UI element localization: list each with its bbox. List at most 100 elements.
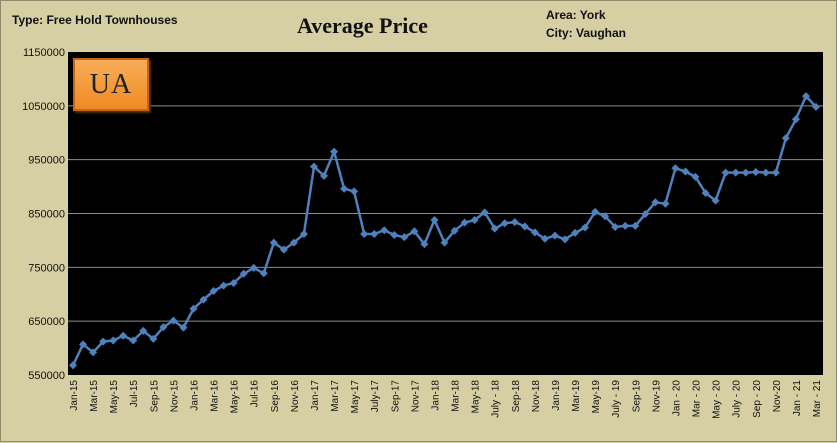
x-tick-label: Nov-20 [772,380,783,413]
y-tick-label: 950000 [28,155,65,167]
x-tick-label: Mar-17 [330,380,341,412]
data-point-marker [540,234,549,243]
x-tick-label: July - 18 [491,380,502,418]
x-tick-label: May-19 [591,380,602,414]
data-point-marker [791,115,800,124]
data-point-marker [129,336,138,345]
data-point-marker [761,168,770,177]
data-point-marker [380,226,389,235]
x-tick-label: May-16 [230,380,241,414]
chart-title: Average Price [297,13,428,38]
data-point-marker [781,134,790,143]
data-point-marker [430,215,439,224]
data-point-marker [109,336,118,345]
x-tick-label: May-18 [471,380,482,414]
x-tick-label: July-17 [370,380,381,413]
data-point-marker [510,218,519,227]
data-point-marker [751,168,760,177]
x-tick-label: Nov-17 [410,380,421,413]
x-tick-label: Mar - 20 [692,380,703,418]
data-point-marker [611,222,620,231]
y-tick-label: 1050000 [22,101,65,113]
data-point-marker [279,245,288,254]
data-point-marker [289,238,298,247]
x-tick-label: Mar - 21 [812,380,823,418]
data-point-marker [661,199,670,208]
x-tick-label: July - 19 [611,380,622,418]
data-point-marker [370,229,379,238]
data-point-marker [239,269,248,278]
data-point-marker [219,281,228,290]
data-point-marker [530,228,539,237]
x-tick-label: Mar-15 [89,380,100,412]
data-point-marker [490,224,499,233]
x-tick-label: Mar-18 [451,380,462,412]
data-point-marker [500,219,509,228]
x-tick-label: Sep-15 [149,380,160,413]
data-point-marker [139,326,148,335]
data-point-marker [621,221,630,230]
data-point-marker [440,238,449,247]
data-point-marker [89,348,98,357]
data-point-marker [189,304,198,313]
data-point-marker [410,227,419,236]
x-tick-label: Mar-16 [210,380,221,412]
data-point-marker [149,334,158,343]
y-tick-label: 1150000 [23,47,65,59]
x-tick-label: Sep-18 [511,380,522,413]
data-point-marker [159,323,168,332]
data-point-marker [450,226,459,235]
data-point-marker [651,198,660,207]
x-tick-label: Sep-19 [631,380,642,413]
data-point-marker [259,269,268,278]
data-point-marker [360,229,369,238]
data-point-marker [249,263,258,272]
x-tick-label: Sep-16 [270,380,281,413]
data-point-marker [581,223,590,232]
data-point-marker [390,231,399,240]
x-tick-label: May - 20 [712,380,723,419]
x-tick-label: Jul-16 [250,380,261,408]
data-point-marker [591,207,600,216]
x-tick-label: Jan-17 [310,380,321,411]
data-point-marker [69,361,77,370]
data-point-marker [550,231,559,240]
data-point-marker [520,222,529,231]
ua-logo: UA [73,58,149,111]
x-tick-label: Sep-17 [390,380,401,413]
data-point-marker [209,287,218,296]
y-tick-label: 750000 [28,262,65,274]
x-tick-label: Nov-15 [169,380,180,413]
data-point-marker [99,337,108,346]
data-point-marker [340,184,349,193]
x-tick-label: July - 20 [732,380,743,418]
data-point-marker [631,221,640,230]
data-point-marker [169,316,178,325]
x-tick-label: Nov-19 [651,380,662,413]
data-point-marker [571,228,580,237]
x-tick-label: Jul-15 [129,380,140,408]
y-tick-label: 550000 [28,370,65,382]
data-point-marker [460,218,469,227]
data-point-marker [601,212,610,221]
data-point-marker [309,162,318,171]
y-tick-label: 850000 [28,209,65,221]
x-tick-label: Mar-19 [571,380,582,412]
data-point-marker [801,92,810,101]
x-tick-label: Jan-18 [430,380,441,411]
data-point-marker [701,189,710,198]
data-point-marker [420,240,429,249]
data-point-marker [299,229,308,238]
x-tick-label: Jan-16 [189,380,200,411]
data-point-marker [79,340,88,349]
data-point-marker [229,278,238,287]
data-point-marker [400,233,409,242]
x-tick-label: May-15 [109,380,120,414]
data-point-marker [320,171,329,180]
x-tick-label: Nov-18 [531,380,542,413]
data-point-marker [671,164,680,173]
data-point-marker [641,210,650,219]
x-tick-label: Nov-16 [290,380,301,413]
